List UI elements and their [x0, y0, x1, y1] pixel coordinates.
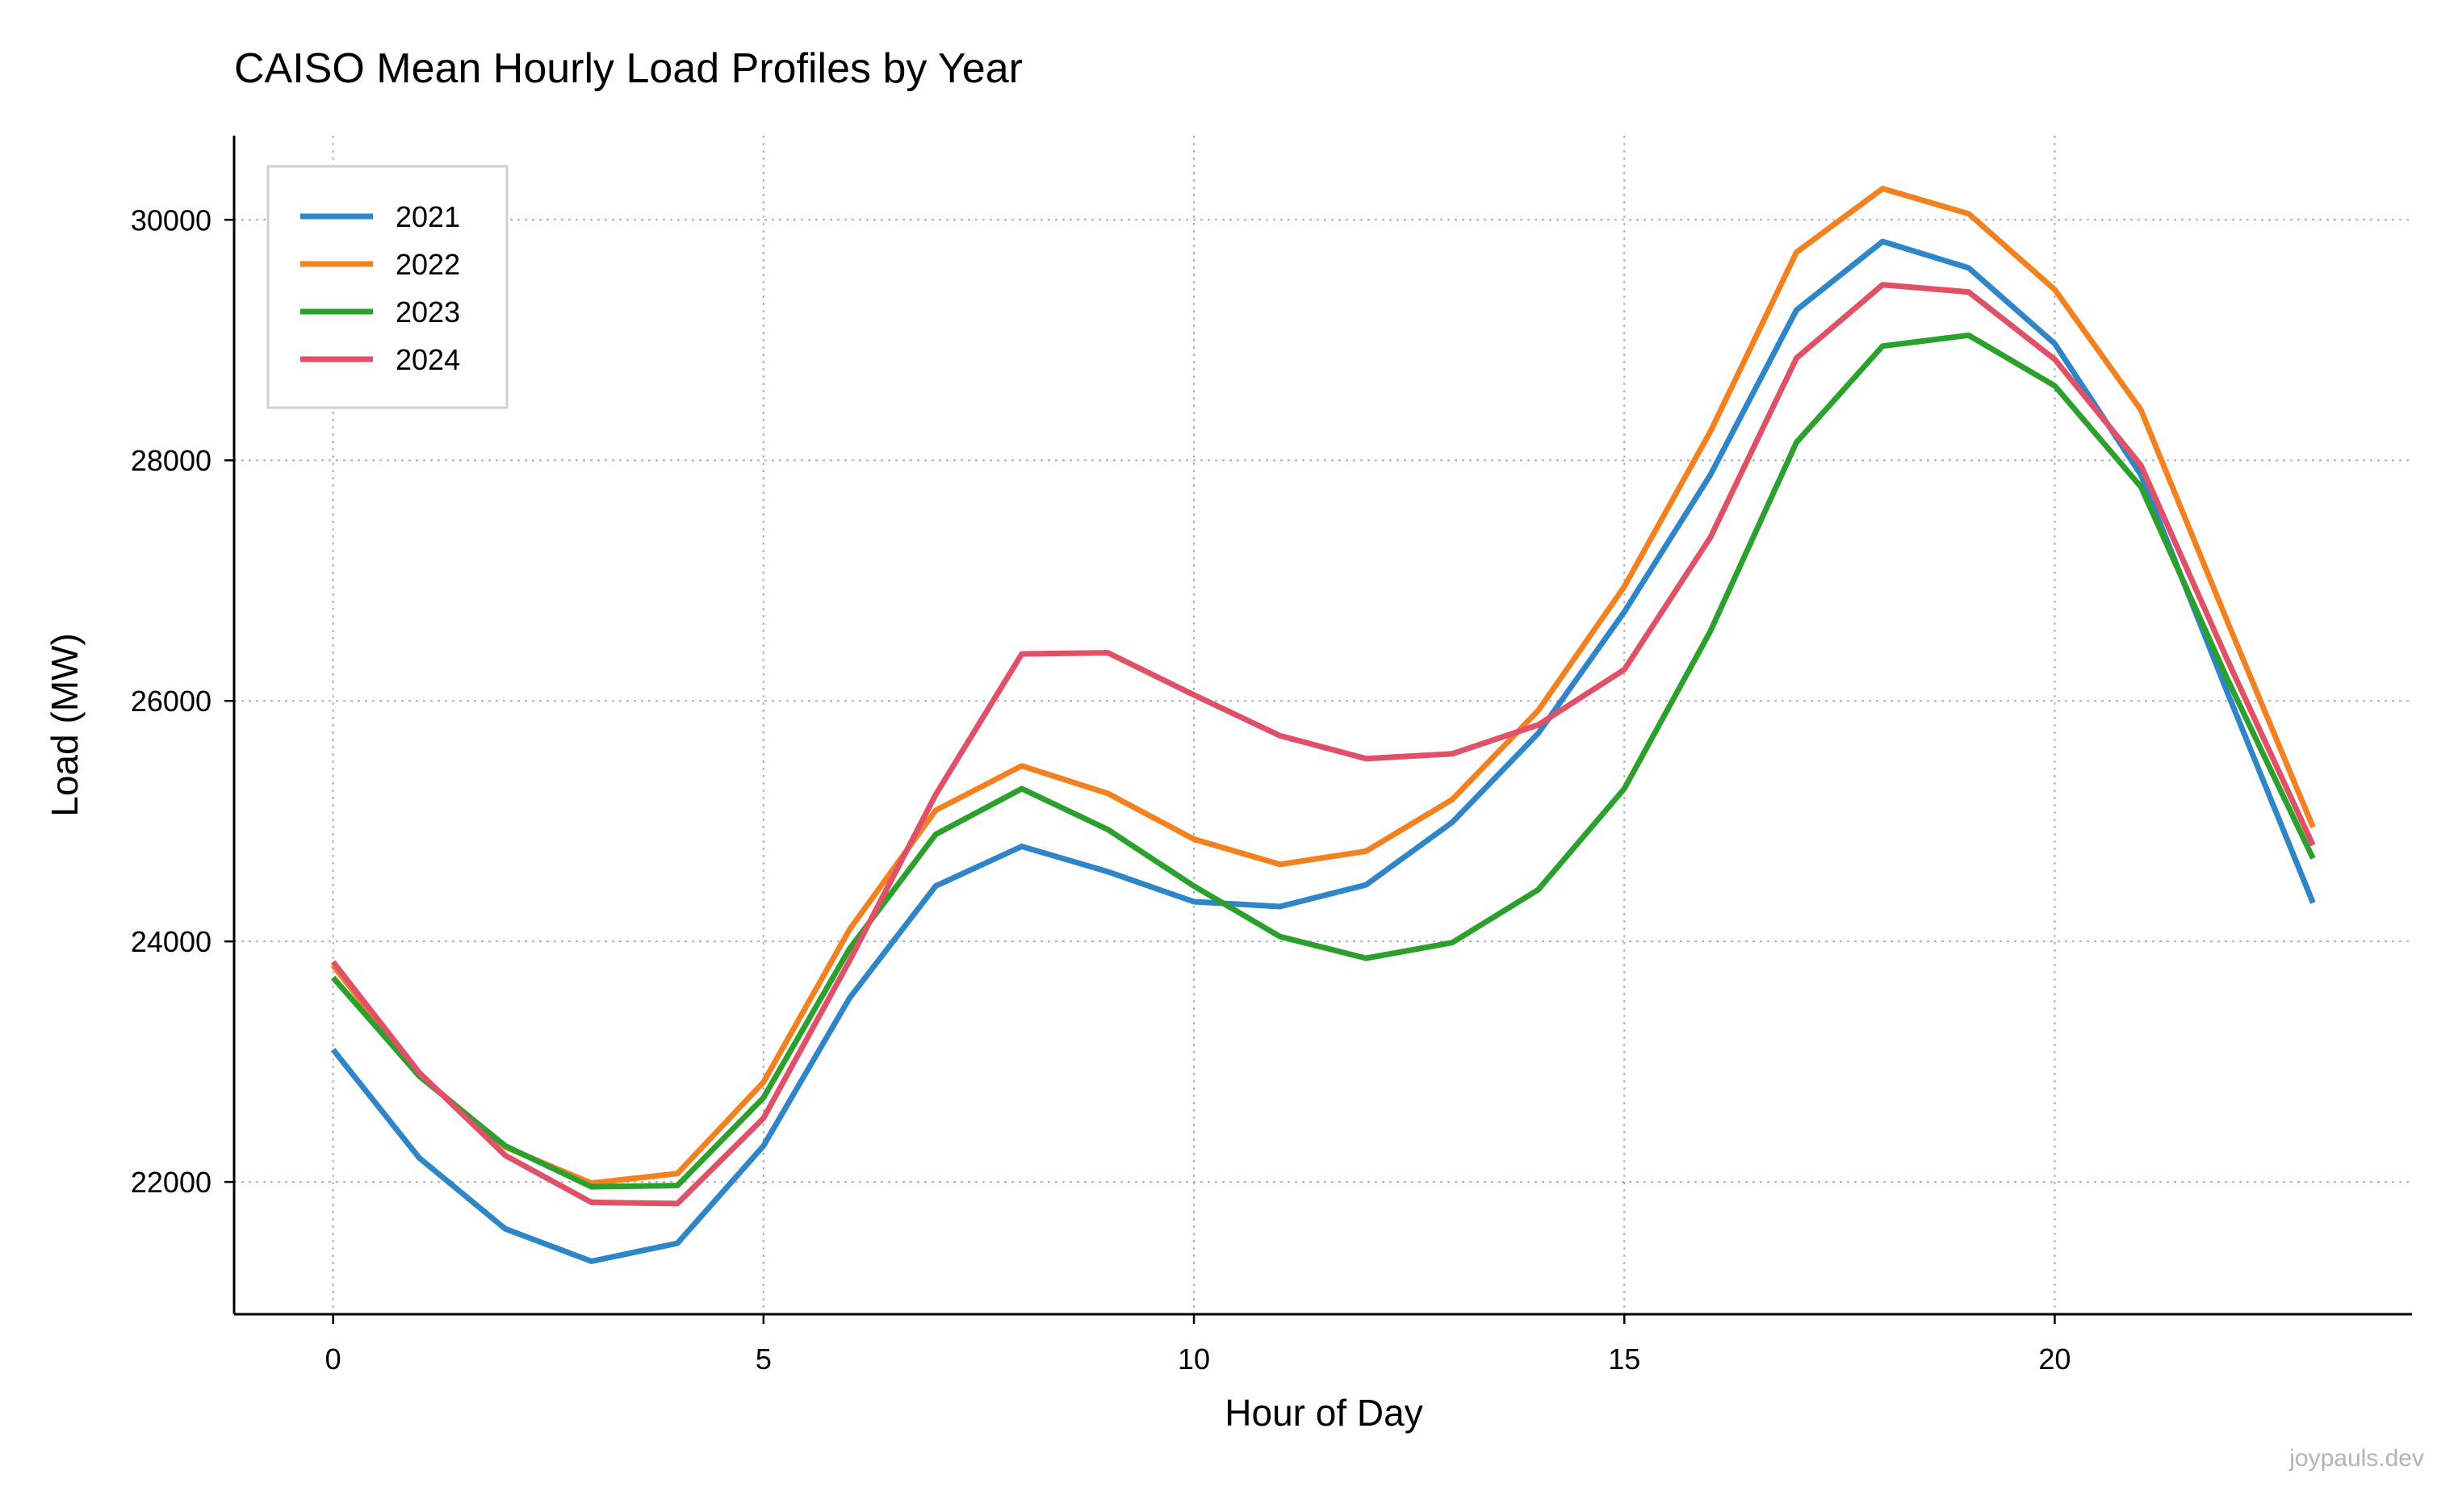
series-line-2023 [330, 332, 2316, 1190]
series-line-2022 [330, 186, 2316, 1187]
y-tick-label: 22000 [131, 1166, 211, 1199]
x-tick-label: 0 [325, 1342, 341, 1376]
series-line-2024 [330, 282, 2316, 1207]
x-tick-label: 15 [1608, 1342, 1640, 1376]
legend-label-2024: 2024 [396, 343, 460, 376]
series-line-2021 [330, 238, 2316, 1264]
y-tick-label: 26000 [131, 685, 211, 718]
series-lines [330, 186, 2316, 1264]
legend-label-2022: 2022 [396, 248, 460, 281]
y-tick-label: 30000 [131, 203, 211, 237]
legend: 2021 2022 2023 2024 [266, 165, 509, 409]
x-tick-label: 5 [756, 1342, 772, 1376]
x-axis-label: Hour of Day [1225, 1392, 1422, 1434]
legend-label-2021: 2021 [396, 200, 460, 233]
tick-labels: 0 5 10 15 20 22000 24000 26000 28000 30000 [131, 203, 2071, 1376]
y-axis-label: Load (MW) [44, 633, 86, 816]
y-tick-label: 28000 [131, 444, 211, 477]
axes [224, 136, 2412, 1324]
legend-box [266, 165, 509, 409]
grid [234, 136, 2412, 1314]
y-tick-label: 24000 [131, 925, 211, 958]
chart-title: CAISO Mean Hourly Load Profiles by Year [234, 45, 1023, 92]
x-tick-label: 10 [1178, 1342, 1210, 1376]
legend-label-2023: 2023 [396, 295, 460, 329]
watermark-text: joypauls.dev [2288, 1445, 2424, 1472]
x-tick-label: 20 [2038, 1342, 2071, 1376]
